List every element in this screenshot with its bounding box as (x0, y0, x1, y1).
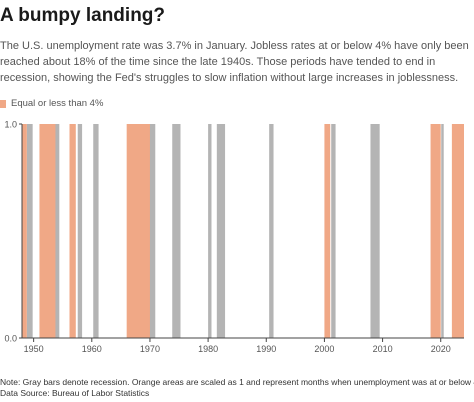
source-text: Data Source: Bureau of Labor Statistics (0, 388, 150, 398)
footnote: Note: Gray bars denote recession. Orange… (0, 377, 474, 399)
legend: Equal or less than 4% (0, 98, 103, 109)
recession-bar (216, 124, 226, 338)
x-tick-label: 1970 (140, 344, 160, 354)
area-segment (324, 124, 331, 338)
x-tick-label: 1990 (256, 344, 276, 354)
x-tick-label: 2010 (373, 344, 393, 354)
recession-bar (331, 124, 336, 338)
note-text: Note: Gray bars denote recession. Orange… (0, 377, 474, 387)
y-tick-label: 0.0 (4, 334, 17, 344)
y-axis-ticks: 0.0 1.0 (4, 120, 22, 344)
low-unemployment-areas (22, 124, 464, 338)
legend-label: Equal or less than 4% (11, 98, 104, 109)
recession-bar (441, 124, 444, 338)
recession-bar (93, 124, 99, 338)
recession-bar (53, 124, 60, 338)
x-tick-label: 2020 (431, 344, 451, 354)
area-segment (39, 124, 56, 338)
x-tick-label: 1960 (82, 344, 102, 354)
recession-bar (149, 124, 156, 338)
x-axis-ticks: 1950 1960 1970 1980 1990 2000 2010 2020 (24, 338, 451, 354)
x-tick-label: 2000 (314, 344, 334, 354)
x-tick-label: 1950 (24, 344, 44, 354)
legend-swatch (0, 99, 6, 108)
y-tick-label: 1.0 (4, 120, 17, 130)
area-segment (451, 124, 464, 338)
recession-bar (208, 124, 212, 338)
recession-bar (370, 124, 380, 338)
recession-bar (77, 124, 83, 338)
area-segment (22, 124, 27, 338)
recession-bar (269, 124, 274, 338)
recession-bars (26, 124, 444, 338)
area-segment (126, 124, 150, 338)
area-segment (69, 124, 76, 338)
recession-bar (26, 124, 33, 338)
chart-title: A bumpy landing? (0, 5, 166, 26)
recession-bar (172, 124, 181, 338)
chart-subtitle: The U.S. unemployment rate was 3.7% in J… (0, 40, 469, 84)
chart: 0.0 1.0 1950 1960 1970 1980 1990 2000 2010 2020 (4, 120, 464, 354)
x-tick-label: 1980 (198, 344, 218, 354)
area-segment (430, 124, 441, 338)
